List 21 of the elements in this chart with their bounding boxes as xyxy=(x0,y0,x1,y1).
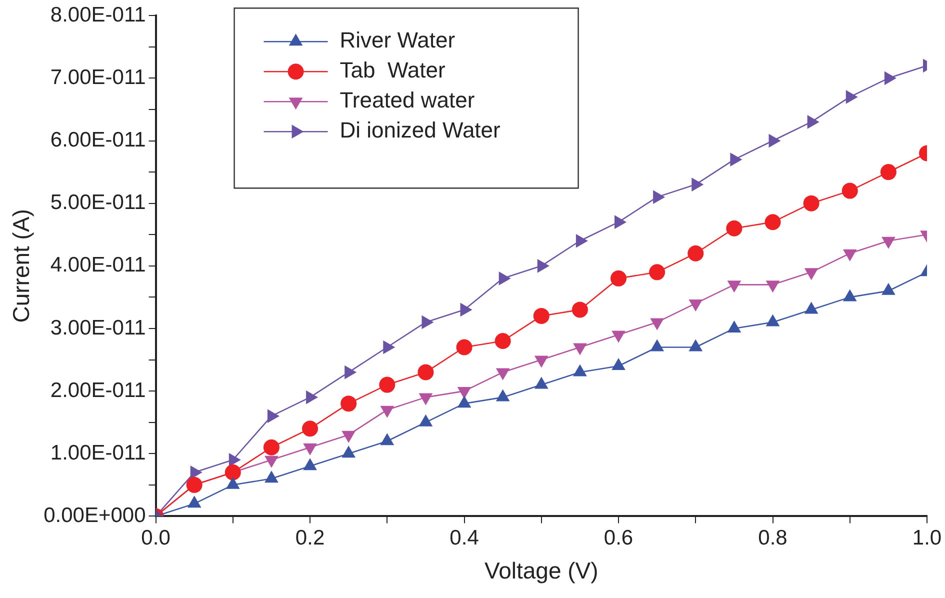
legend-label: Treated water xyxy=(340,88,475,113)
y-tick-label: 8.00E-011 xyxy=(50,3,146,26)
y-tick-label: 4.00E-011 xyxy=(50,254,146,277)
legend-label: River Water xyxy=(340,28,456,53)
y-tick-label: 1.00E-011 xyxy=(50,441,146,464)
y-tick-label: 6.00E-011 xyxy=(50,128,146,152)
x-tick-label: 1.0 xyxy=(912,526,942,550)
x-tick-label: 0.4 xyxy=(450,526,480,550)
y-tick-label: 0.00E+000 xyxy=(44,504,146,527)
legend-label: Tab Water xyxy=(340,58,446,83)
y-tick-label: 2.00E-011 xyxy=(50,378,146,402)
legend-label: Di ionized Water xyxy=(340,118,500,143)
x-tick-label: 0.8 xyxy=(758,526,788,550)
x-tick-label: 0.6 xyxy=(604,526,634,550)
x-tick-label: 0.0 xyxy=(141,526,170,550)
y-tick-label: 3.00E-011 xyxy=(50,316,146,340)
x-tick-label: 0.2 xyxy=(295,526,325,550)
x-axis-title: Voltage (V) xyxy=(484,558,598,584)
y-axis-title: Current (A) xyxy=(8,209,34,323)
y-tick-label: 5.00E-011 xyxy=(50,191,146,214)
y-tick-label: 7.00E-011 xyxy=(50,66,146,89)
